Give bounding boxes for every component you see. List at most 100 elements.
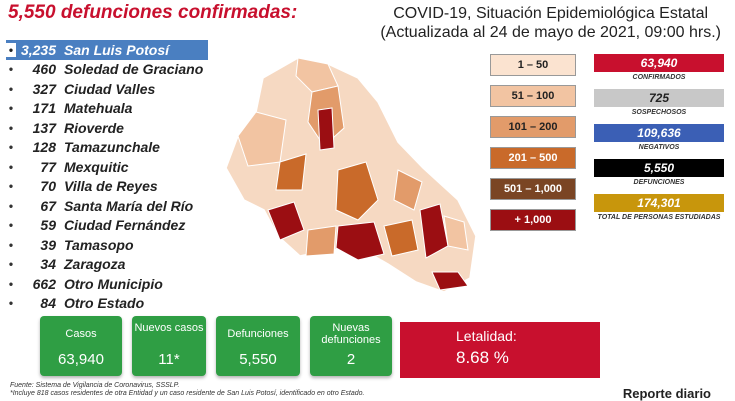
stat-value: 725 xyxy=(594,89,724,107)
list-item: • 67 Santa María del Río xyxy=(6,196,208,216)
deaths-title: 5,550 defunciones confirmadas: xyxy=(8,2,298,23)
region-shape xyxy=(305,225,337,257)
stat-label: TOTAL DE PERSONAS ESTUDIADAS xyxy=(597,214,721,221)
death-count: 128 xyxy=(32,139,56,156)
list-item: • 70 Villa de Reyes xyxy=(6,177,208,197)
municipality-name: Zaragoza xyxy=(64,256,126,273)
municipality-name: Villa de Reyes xyxy=(64,178,158,195)
death-count: 77 xyxy=(40,158,56,175)
stat-value: 63,940 xyxy=(594,54,724,72)
region-shape xyxy=(335,161,379,221)
title-line-2: (Actualizada al 24 de mayo de 2021, 09:0… xyxy=(380,24,721,41)
municipality-name: Tamazunchale xyxy=(64,139,160,156)
death-count: 171 xyxy=(32,100,56,117)
list-item: • 460 Soledad de Graciano xyxy=(6,60,208,80)
title-line-1: COVID-19, Situación Epidemiológica Estat… xyxy=(393,5,709,22)
municipality-list: • 3,235 San Luis Potosí • 460 Soledad de Gra… xyxy=(6,40,208,313)
municipality-name: San Luis Potosí xyxy=(64,41,170,58)
bullet-icon: • xyxy=(8,120,14,135)
summary-cards: Letalidad: 8.68 % Casos 63,940 Nuevos ca… xyxy=(40,316,600,378)
stat-sospechosos: 725 SOSPECHOSOS xyxy=(594,89,724,117)
card-value: 2 xyxy=(346,351,356,368)
card-nuevos-casos: Nuevos casos 11* xyxy=(132,316,206,376)
bullet-icon: • xyxy=(8,257,14,272)
footer-source: Fuente: Sistema de Vigilancia de Coronav… xyxy=(10,382,180,389)
stat-negativos: 109,636 NEGATIVOS xyxy=(594,124,724,152)
death-count: 3,235 xyxy=(20,41,56,58)
death-count: 59 xyxy=(40,217,56,234)
stat-total: 174,301 TOTAL DE PERSONAS ESTUDIADAS xyxy=(594,194,724,222)
legend-item: 1 – 50 xyxy=(490,54,576,76)
list-item: • 662 Otro Municipio xyxy=(6,274,208,294)
bullet-icon: • xyxy=(8,296,14,311)
municipality-name: Ciudad Fernández xyxy=(64,217,186,234)
list-item: • 171 Matehuala xyxy=(6,99,208,119)
death-count: 460 xyxy=(32,61,56,78)
bullet-icon: • xyxy=(8,101,14,116)
bullet-icon: • xyxy=(8,159,14,174)
death-count: 137 xyxy=(32,119,56,136)
bullet-icon: • xyxy=(8,218,14,233)
stat-value: 109,636 xyxy=(594,124,724,142)
list-item: • 59 Ciudad Fernández xyxy=(6,216,208,236)
list-item: • 3,235 San Luis Potosí xyxy=(6,40,208,60)
bullet-icon: • xyxy=(8,276,14,291)
region-shape xyxy=(237,111,287,167)
region-shape xyxy=(267,201,305,241)
page-title: COVID-19, Situación Epidemiológica Estat… xyxy=(380,4,721,42)
stat-value: 5,550 xyxy=(594,159,724,177)
legend-item: 201 – 500 xyxy=(490,147,576,169)
region-shape xyxy=(443,215,469,251)
list-item: • 128 Tamazunchale xyxy=(6,138,208,158)
stat-label: SOSPECHOSOS xyxy=(631,109,687,116)
bullet-icon: • xyxy=(8,179,14,194)
municipality-name: Rioverde xyxy=(64,119,124,136)
stat-label: NEGATIVOS xyxy=(638,144,680,151)
card-defunciones: Defunciones 5,550 xyxy=(216,316,300,376)
death-count: 39 xyxy=(40,236,56,253)
death-count: 34 xyxy=(40,256,56,273)
list-item: • 34 Zaragoza xyxy=(6,255,208,275)
municipality-name: Tamasopo xyxy=(64,236,134,253)
list-item: • 39 Tamasopo xyxy=(6,235,208,255)
card-value: 63,940 xyxy=(58,351,104,368)
map-legend: 1 – 50 51 – 100 101 – 200 201 – 500 501 … xyxy=(490,54,576,240)
region-shape xyxy=(431,271,469,291)
footer-note: *Incluye 818 casos residentes de otra En… xyxy=(10,390,365,397)
death-count: 327 xyxy=(32,80,56,97)
letalidad-panel: Letalidad: 8.68 % xyxy=(400,322,600,378)
municipality-name: Mexquitic xyxy=(64,158,129,175)
legend-item: 501 – 1,000 xyxy=(490,178,576,200)
death-count: 70 xyxy=(40,178,56,195)
list-item: • 84 Otro Estado xyxy=(6,294,208,314)
legend-item: 101 – 200 xyxy=(490,116,576,138)
report-label: Reporte diario xyxy=(622,386,711,401)
card-heading: Nuevos casos xyxy=(134,322,204,334)
bullet-icon: • xyxy=(8,62,14,77)
stat-defunciones: 5,550 DEFUNCIONES xyxy=(594,159,724,187)
list-item: • 137 Rioverde xyxy=(6,118,208,138)
death-count: 84 xyxy=(40,295,56,312)
stats-panel: 63,940 CONFIRMADOS 725 SOSPECHOSOS 109,6… xyxy=(594,54,724,229)
region-shape xyxy=(383,219,419,257)
region-shape xyxy=(317,107,335,151)
legend-item: + 1,000 xyxy=(490,209,576,231)
card-value: 5,550 xyxy=(239,351,277,368)
stat-label: CONFIRMADOS xyxy=(632,74,686,81)
list-item: • 77 Mexquitic xyxy=(6,157,208,177)
state-map xyxy=(225,57,477,293)
bullet-icon: • xyxy=(8,198,14,213)
letalidad-heading: Letalidad: xyxy=(456,328,517,344)
card-heading: Defunciones xyxy=(227,328,289,340)
legend-item: 51 – 100 xyxy=(490,85,576,107)
stat-value: 174,301 xyxy=(594,194,724,212)
municipality-name: Matehuala xyxy=(64,100,133,117)
death-count: 662 xyxy=(32,275,56,292)
card-heading: Casos xyxy=(65,328,97,340)
municipality-name: Otro Municipio xyxy=(64,275,163,292)
card-nuevas-defunciones: Nuevas defunciones 2 xyxy=(310,316,392,376)
region-shape xyxy=(335,221,385,261)
card-casos: Casos 63,940 xyxy=(40,316,122,376)
list-item: • 327 Ciudad Valles xyxy=(6,79,208,99)
footer-notes: Fuente: Sistema de Vigilancia de Coronav… xyxy=(10,382,365,398)
